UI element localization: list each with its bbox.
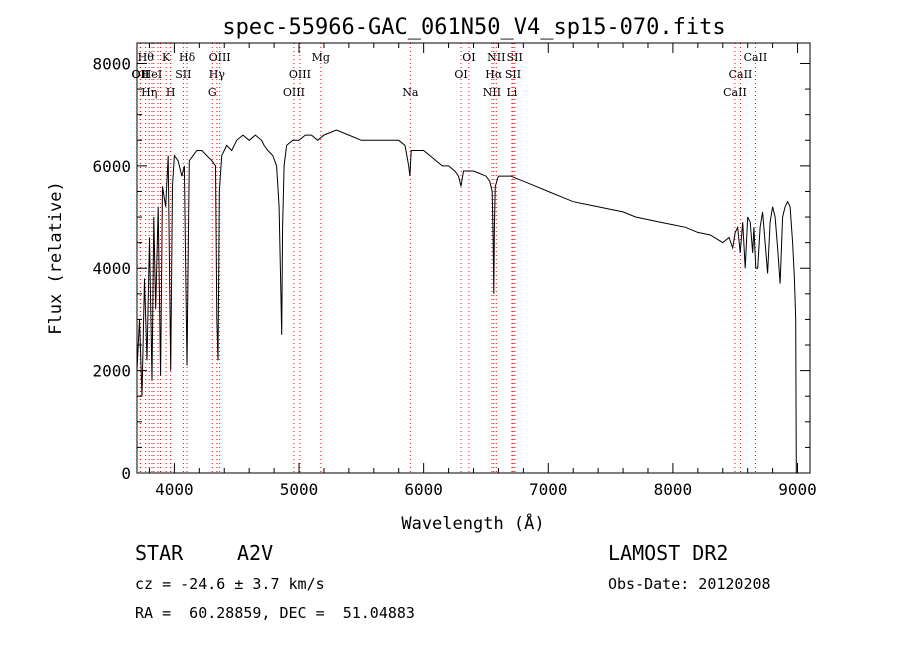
line-label: Hθ xyxy=(138,51,155,64)
plot-frame xyxy=(136,42,811,474)
line-label: CaII xyxy=(729,68,753,81)
line-label: HeI xyxy=(142,68,162,81)
line-label: NII xyxy=(483,86,501,99)
spectrum-line xyxy=(136,129,797,474)
line-labels: OIIOIIHθHηHeIKHSIIHδGHγOIIIOIIIOIIIMgNaO… xyxy=(131,51,767,99)
line-label: OI xyxy=(462,51,475,64)
object-class: STAR xyxy=(135,541,184,565)
line-label: SII xyxy=(507,51,523,64)
survey-name: LAMOST DR2 xyxy=(608,541,729,565)
y-tick-label: 4000 xyxy=(92,259,131,278)
line-label: OII xyxy=(132,68,150,81)
line-label: OII xyxy=(131,68,149,81)
x-tick-label: 7000 xyxy=(529,480,568,499)
line-label: Na xyxy=(402,86,419,99)
line-label: H xyxy=(166,86,176,99)
y-axis-label: Flux (relative) xyxy=(46,181,66,335)
x-axis-label: Wavelength (Å) xyxy=(401,512,544,534)
line-label: Hδ xyxy=(179,51,196,64)
x-tick-label: 4000 xyxy=(155,480,194,499)
line-label: OIII xyxy=(283,86,305,99)
line-label: CaII xyxy=(744,51,768,64)
line-label: OIII xyxy=(289,68,311,81)
redshift-info: cz = -24.6 ± 3.7 km/s xyxy=(135,575,325,593)
line-label: Mg xyxy=(312,51,330,64)
spectral-subclass: A2V xyxy=(237,541,274,565)
y-axis: 0 2000 4000 6000 8000 xyxy=(92,54,810,483)
line-label: Hη xyxy=(141,86,157,99)
line-label: SII xyxy=(505,68,521,81)
line-markers xyxy=(139,43,756,473)
x-tick-label: 9000 xyxy=(778,480,817,499)
chart-title: spec-55966-GAC_061N50_V4_sp15-070.fits xyxy=(222,15,725,40)
x-tick-label: 6000 xyxy=(404,480,443,499)
line-label: Li xyxy=(506,86,517,99)
line-label: OI xyxy=(454,68,467,81)
line-label: CaII xyxy=(723,86,747,99)
x-tick-label: 8000 xyxy=(654,480,693,499)
line-label: Hα xyxy=(485,68,503,81)
line-label: G xyxy=(208,86,217,99)
coordinates-info: RA = 60.28859, DEC = 51.04883 xyxy=(135,604,415,622)
line-label: SII xyxy=(175,68,191,81)
line-label: Hγ xyxy=(209,68,226,81)
line-label: NII xyxy=(487,51,505,64)
y-tick-label: 0 xyxy=(121,464,131,483)
line-label: OIII xyxy=(209,51,231,64)
x-tick-label: 5000 xyxy=(280,480,319,499)
y-tick-label: 6000 xyxy=(92,157,131,176)
y-tick-label: 8000 xyxy=(92,54,131,73)
x-axis: 4000 5000 6000 7000 8000 9000 xyxy=(148,43,817,499)
y-tick-label: 2000 xyxy=(92,362,131,381)
line-label: K xyxy=(162,51,171,64)
observation-date: Obs-Date: 20120208 xyxy=(608,575,771,593)
